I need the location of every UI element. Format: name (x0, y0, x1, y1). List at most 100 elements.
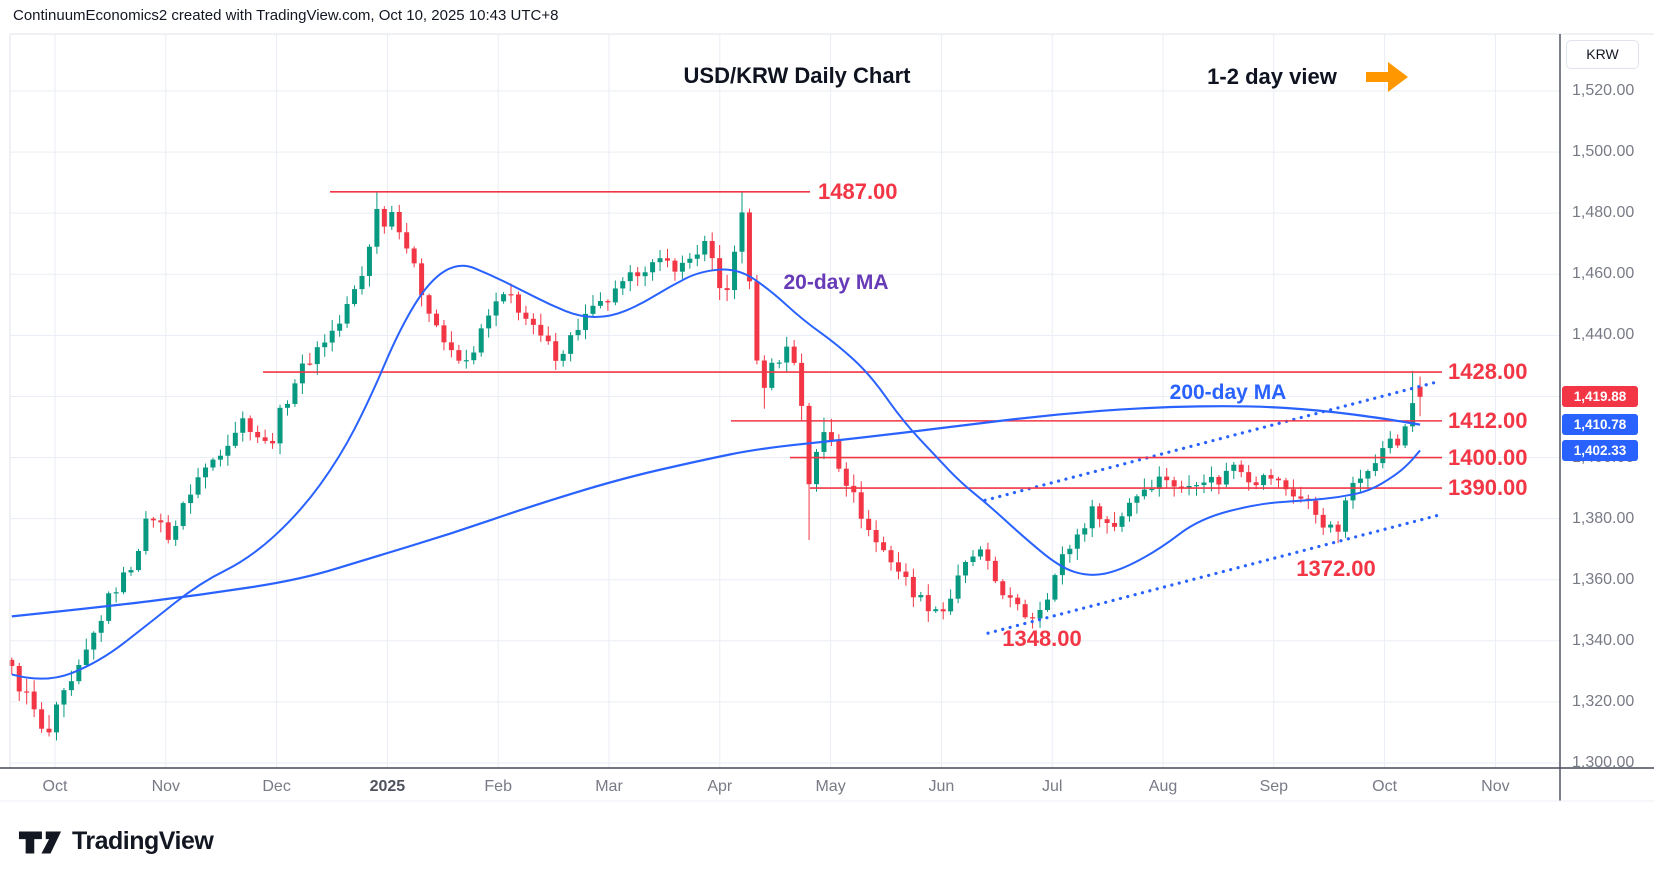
candle-body (232, 432, 238, 446)
candle-body (1074, 534, 1080, 549)
candle-body (1082, 528, 1088, 535)
level-label-1487.00: 1487.00 (818, 178, 898, 204)
candle-body (1037, 609, 1043, 619)
candle-body (1298, 496, 1304, 499)
candle-body (419, 263, 425, 296)
price-axis-label: 1,360.00 (1572, 570, 1635, 588)
candle-body (61, 690, 67, 705)
time-axis-label: Mar (595, 778, 623, 795)
candle-body (121, 572, 127, 593)
candle-body (963, 562, 969, 576)
candle-body (717, 258, 723, 289)
candle-body (307, 363, 313, 365)
candle-body (1372, 463, 1378, 471)
candle-body (329, 330, 335, 343)
candle-body (1410, 403, 1416, 427)
channel-upper-dotted-trendline (983, 379, 1442, 502)
currency-toggle-button[interactable]: KRW (1566, 40, 1639, 69)
candle-body (977, 549, 983, 557)
tradingview-logo[interactable]: TradingView (18, 827, 214, 856)
time-axis-label: Dec (262, 778, 291, 795)
candle-body (1164, 476, 1170, 481)
candle-body (1387, 438, 1393, 449)
candle-body (970, 556, 976, 563)
candle-body (173, 526, 179, 540)
level-label-1412.00: 1412.00 (1448, 407, 1528, 433)
candle-body (1238, 464, 1244, 473)
chart-title: USD/KRW Daily Chart (683, 63, 911, 88)
time-axis-label: Jun (928, 778, 955, 795)
candle-body (538, 324, 544, 336)
time-axis-label: Aug (1148, 778, 1178, 795)
candle-body (39, 709, 45, 729)
candle-body (687, 258, 693, 263)
candle-body (1320, 514, 1326, 528)
candle-body (828, 432, 834, 441)
candle-body (1067, 548, 1073, 555)
candle-body (888, 550, 894, 563)
candle-body (165, 522, 171, 540)
candle-body (843, 468, 849, 486)
candle-body (352, 289, 358, 305)
grid-lines (10, 34, 1560, 768)
candle-body (426, 295, 432, 314)
candle-body (158, 520, 164, 523)
candle-body (1000, 581, 1006, 596)
candle-body (545, 335, 551, 342)
candle-body (1253, 482, 1259, 486)
candle-body (247, 418, 253, 432)
time-axis-label: 2025 (369, 778, 406, 795)
price-axis-label: 1,480.00 (1572, 204, 1635, 222)
candle-body (366, 246, 372, 276)
candle-body (612, 288, 618, 303)
candle-body (657, 258, 663, 263)
candle-body (262, 437, 268, 441)
candle-body (642, 272, 648, 277)
candle-body (694, 254, 700, 259)
candle-body (515, 294, 521, 313)
candle-body (1402, 426, 1408, 446)
candle-body (1126, 502, 1132, 517)
candle-body (523, 312, 529, 319)
level-label-1348.00: 1348.00 (1002, 626, 1082, 651)
candle-body (776, 362, 782, 364)
candle-body (240, 418, 246, 433)
right-arrow-icon (1366, 62, 1408, 92)
ma200-value-badge: 1,410.78 (1562, 414, 1638, 436)
candle-body (754, 281, 760, 361)
candle-body (575, 329, 581, 336)
candle-body (1156, 476, 1162, 489)
time-axis-label: Sep (1259, 778, 1289, 795)
candle-body (31, 691, 37, 710)
candle-body (1350, 482, 1356, 501)
candle-body (150, 518, 156, 521)
time-axis-label: Nov (1481, 778, 1510, 795)
candle-body (1141, 489, 1147, 497)
candle-body (1194, 485, 1200, 487)
candle-body (486, 315, 492, 329)
candle-body (1007, 595, 1013, 598)
candle-body (1417, 386, 1423, 397)
candle-body (1149, 488, 1155, 491)
candle-body (568, 335, 574, 354)
level-label-1372.00: 1372.00 (1296, 556, 1376, 581)
candle-body (918, 595, 924, 598)
candle-body (948, 598, 954, 612)
candle-body (434, 313, 440, 326)
candle-body (672, 260, 678, 272)
candle-body (471, 352, 477, 361)
ma200-line-label: 200-day MA (1169, 381, 1287, 404)
candle-body (284, 403, 290, 408)
candle-body (1380, 448, 1386, 464)
candle-body (396, 212, 402, 233)
candle-body (866, 518, 872, 531)
candle-body (1112, 522, 1118, 527)
attribution-text: ContinuumEconomics2 created with Trading… (13, 7, 559, 24)
candle-body (553, 341, 559, 361)
candle-body (1134, 496, 1140, 503)
price-axis-label: 1,300.00 (1572, 753, 1635, 771)
candle-body (344, 304, 350, 324)
candle-body (1313, 500, 1319, 515)
